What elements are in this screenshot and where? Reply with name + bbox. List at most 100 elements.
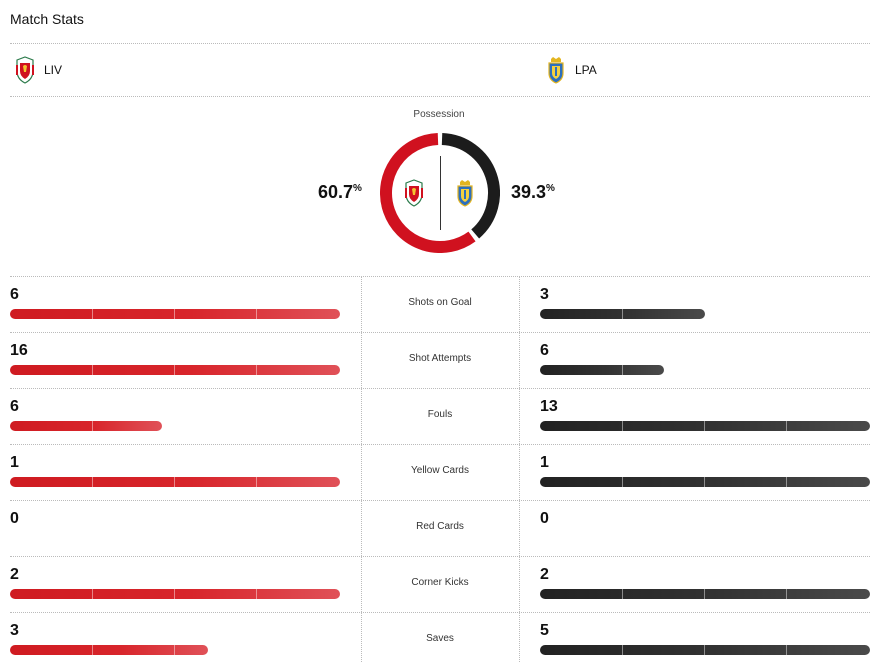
bar-segment-tick xyxy=(704,645,705,655)
bar-segment-tick xyxy=(92,589,93,599)
away-stat-value: 6 xyxy=(540,342,549,359)
percent-sign: % xyxy=(546,183,555,194)
bar-segment-tick xyxy=(92,477,93,487)
bar-segment-tick xyxy=(786,589,787,599)
bar-segment-tick xyxy=(92,365,93,375)
away-team-abbr: LPA xyxy=(575,63,597,77)
bar-segment-tick xyxy=(174,589,175,599)
away-stat-value: 1 xyxy=(540,454,549,471)
away-stat-bar xyxy=(540,645,870,655)
bar-segment-tick xyxy=(622,589,623,599)
stat-label: Saves xyxy=(426,633,454,644)
stat-row: 0 Red Cards 0 xyxy=(0,500,878,556)
bar-segment-tick xyxy=(622,365,623,375)
bar-segment-tick xyxy=(92,645,93,655)
bar-segment-tick xyxy=(786,645,787,655)
column-divider xyxy=(361,276,362,662)
bar-segment-tick xyxy=(622,477,623,487)
bar-segment-tick xyxy=(256,365,257,375)
home-stat-value: 3 xyxy=(10,622,19,639)
liverpool-crest-icon xyxy=(405,179,423,207)
home-stat-value: 2 xyxy=(10,566,19,583)
home-stat-bar xyxy=(10,365,340,375)
home-possession-value: 60.7 xyxy=(318,182,354,202)
percent-sign: % xyxy=(353,183,362,194)
stat-row: 6 Fouls 13 xyxy=(0,388,878,444)
home-team-abbr: LIV xyxy=(44,63,63,77)
divider xyxy=(10,612,870,613)
divider xyxy=(10,96,870,97)
bar-segment-tick xyxy=(622,309,623,319)
stat-label: Shots on Goal xyxy=(408,297,472,308)
stat-label: Red Cards xyxy=(416,521,464,532)
stat-label: Yellow Cards xyxy=(411,465,469,476)
bar-segment-tick xyxy=(92,421,93,431)
divider xyxy=(10,500,870,501)
away-stat-value: 2 xyxy=(540,566,549,583)
bar-segment-tick xyxy=(786,477,787,487)
away-stat-value: 3 xyxy=(540,286,549,303)
divider xyxy=(10,332,870,333)
liverpool-crest-icon xyxy=(16,56,34,84)
home-stat-value: 1 xyxy=(10,454,19,471)
possession-label: Possession xyxy=(413,109,465,120)
bar-segment-tick xyxy=(622,421,623,431)
away-possession: 39.3% xyxy=(511,182,555,203)
away-possession-value: 39.3 xyxy=(511,182,547,202)
stat-label: Shot Attempts xyxy=(408,353,472,364)
stat-row: 3 Saves 5 xyxy=(0,612,878,668)
bar-segment-tick xyxy=(622,645,623,655)
bar-segment-tick xyxy=(256,589,257,599)
home-stat-value: 0 xyxy=(10,510,19,527)
away-stat-value: 0 xyxy=(540,510,549,527)
stat-row: 1 Yellow Cards 1 xyxy=(0,444,878,500)
home-team: LIV xyxy=(14,56,62,84)
home-stat-bar xyxy=(10,421,162,431)
bar-segment-tick xyxy=(174,477,175,487)
bar-segment-tick xyxy=(256,477,257,487)
bar-segment-tick xyxy=(704,477,705,487)
possession-divider xyxy=(440,156,441,230)
bar-segment-tick xyxy=(256,309,257,319)
divider xyxy=(10,556,870,557)
away-stat-bar xyxy=(540,421,870,431)
home-stat-value: 6 xyxy=(10,398,19,415)
stat-row: 16 Shot Attempts 6 xyxy=(0,332,878,388)
away-stat-value: 13 xyxy=(540,398,558,415)
bar-segment-tick xyxy=(174,645,175,655)
bar-segment-tick xyxy=(704,589,705,599)
bar-segment-tick xyxy=(174,309,175,319)
divider xyxy=(10,388,870,389)
stat-row: 2 Corner Kicks 2 xyxy=(0,556,878,612)
stat-label: Corner Kicks xyxy=(411,577,469,588)
possession-arc-away xyxy=(441,133,500,239)
divider xyxy=(10,444,870,445)
bar-segment-tick xyxy=(174,365,175,375)
divider xyxy=(10,276,870,277)
stat-label: Fouls xyxy=(427,409,453,420)
stat-row: 6 Shots on Goal 3 xyxy=(0,276,878,332)
page-title: Match Stats xyxy=(10,11,84,27)
home-stat-value: 6 xyxy=(10,286,19,303)
bar-segment-tick xyxy=(704,421,705,431)
possession-donut xyxy=(380,133,500,253)
home-stat-bar xyxy=(10,589,340,599)
away-stat-bar xyxy=(540,589,870,599)
home-stat-value: 16 xyxy=(10,342,28,359)
las-palmas-crest-icon xyxy=(457,180,473,207)
las-palmas-crest-icon xyxy=(548,57,564,84)
home-stat-bar xyxy=(10,477,340,487)
bar-segment-tick xyxy=(92,309,93,319)
away-stat-value: 5 xyxy=(540,622,549,639)
away-team: LPA xyxy=(545,56,597,84)
home-stat-bar xyxy=(10,309,340,319)
bar-segment-tick xyxy=(786,421,787,431)
away-stat-bar xyxy=(540,309,705,319)
away-stat-bar xyxy=(540,365,664,375)
divider xyxy=(10,43,870,44)
column-divider xyxy=(519,276,520,662)
away-stat-bar xyxy=(540,477,870,487)
home-stat-bar xyxy=(10,645,208,655)
home-possession: 60.7% xyxy=(318,182,362,203)
